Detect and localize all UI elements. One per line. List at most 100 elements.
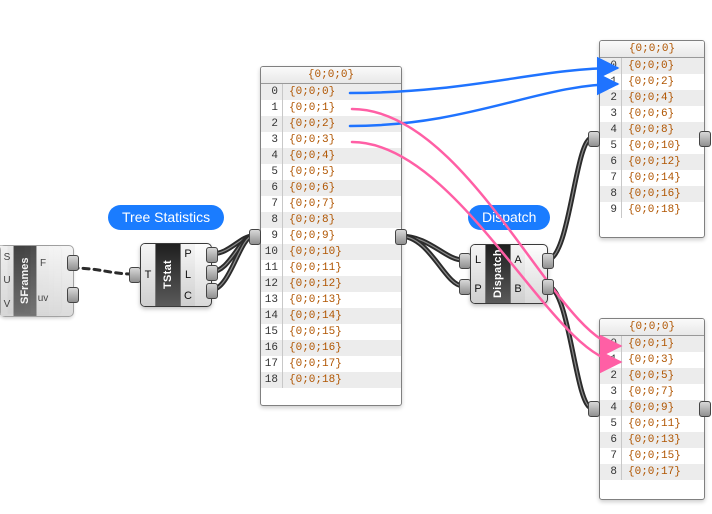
row-index: 1 bbox=[600, 352, 622, 368]
row-value: {0;0;0} bbox=[283, 84, 335, 100]
port-c-out[interactable]: C bbox=[181, 288, 195, 304]
table-row: 2{0;0;5} bbox=[600, 368, 704, 384]
dispatch-in-ports: L P bbox=[471, 245, 486, 303]
row-index: 12 bbox=[261, 276, 283, 292]
table-row: 6{0;0;12} bbox=[600, 154, 704, 170]
row-value: {0;0;12} bbox=[283, 276, 342, 292]
row-value: {0;0;11} bbox=[622, 416, 681, 432]
port-l-out[interactable]: L bbox=[181, 267, 195, 283]
table-row: 16{0;0;16} bbox=[261, 340, 401, 356]
row-value: {0;0;5} bbox=[622, 368, 674, 384]
port-grip[interactable] bbox=[542, 279, 554, 295]
row-index: 9 bbox=[261, 228, 283, 244]
port-t[interactable]: T bbox=[141, 267, 155, 283]
table-row: 5{0;0;5} bbox=[261, 164, 401, 180]
table-row: 6{0;0;13} bbox=[600, 432, 704, 448]
dispatch-component[interactable]: L P Dispatch A B bbox=[470, 244, 548, 304]
port-grip[interactable] bbox=[67, 255, 79, 271]
port-grip[interactable] bbox=[206, 283, 218, 299]
main-data-panel[interactable]: {0;0;0} 0{0;0;0}1{0;0;1}2{0;0;2}3{0;0;3}… bbox=[260, 66, 402, 406]
row-value: {0;0;18} bbox=[283, 372, 342, 388]
port-grip[interactable] bbox=[249, 229, 261, 245]
row-value: {0;0;14} bbox=[283, 308, 342, 324]
port-grip[interactable] bbox=[699, 131, 711, 147]
table-row: 9{0;0;18} bbox=[600, 202, 704, 218]
top-right-data-panel[interactable]: {0;0;0} 0{0;0;0}1{0;0;2}2{0;0;4}3{0;0;6}… bbox=[599, 40, 705, 238]
table-row: 15{0;0;15} bbox=[261, 324, 401, 340]
port-a[interactable]: A bbox=[511, 252, 525, 268]
row-index: 7 bbox=[261, 196, 283, 212]
port-grip[interactable] bbox=[129, 267, 141, 283]
tstat-out-ports: P L C bbox=[180, 244, 195, 306]
row-index: 10 bbox=[261, 244, 283, 260]
row-value: {0;0;4} bbox=[622, 90, 674, 106]
port-grip[interactable] bbox=[588, 131, 600, 147]
row-index: 6 bbox=[600, 432, 622, 448]
port-grip[interactable] bbox=[67, 287, 79, 303]
row-value: {0;0;2} bbox=[622, 74, 674, 90]
table-row: 8{0;0;16} bbox=[600, 186, 704, 202]
port-grip[interactable] bbox=[206, 265, 218, 281]
table-row: 3{0;0;6} bbox=[600, 106, 704, 122]
table-row: 1{0;0;3} bbox=[600, 352, 704, 368]
port-grip[interactable] bbox=[699, 401, 711, 417]
row-value: {0;0;8} bbox=[622, 122, 674, 138]
row-value: {0;0;10} bbox=[283, 244, 342, 260]
row-value: {0;0;15} bbox=[622, 448, 681, 464]
row-index: 3 bbox=[600, 106, 622, 122]
table-row: 2{0;0;4} bbox=[600, 90, 704, 106]
row-index: 0 bbox=[600, 336, 622, 352]
port-b[interactable]: B bbox=[511, 281, 525, 297]
row-value: {0;0;9} bbox=[283, 228, 335, 244]
table-row: 7{0;0;7} bbox=[261, 196, 401, 212]
port-grip[interactable] bbox=[588, 401, 600, 417]
row-value: {0;0;3} bbox=[622, 352, 674, 368]
table-row: 5{0;0;11} bbox=[600, 416, 704, 432]
panel-header: {0;0;0} bbox=[600, 319, 704, 336]
port-u[interactable]: U bbox=[1, 275, 13, 286]
row-value: {0;0;11} bbox=[283, 260, 342, 276]
table-row: 10{0;0;10} bbox=[261, 244, 401, 260]
table-row: 4{0;0;4} bbox=[261, 148, 401, 164]
port-p-in[interactable]: P bbox=[471, 281, 485, 297]
table-row: 13{0;0;13} bbox=[261, 292, 401, 308]
row-index: 2 bbox=[600, 90, 622, 106]
row-index: 2 bbox=[261, 116, 283, 132]
row-index: 16 bbox=[261, 340, 283, 356]
row-index: 14 bbox=[261, 308, 283, 324]
table-row: 0{0;0;0} bbox=[600, 58, 704, 74]
table-row: 0{0;0;0} bbox=[261, 84, 401, 100]
row-value: {0;0;3} bbox=[283, 132, 335, 148]
port-grip[interactable] bbox=[542, 253, 554, 269]
port-v[interactable]: V bbox=[1, 299, 13, 310]
dispatch-label: Dispatch bbox=[468, 205, 550, 230]
bottom-right-data-panel[interactable]: {0;0;0} 0{0;0;1}1{0;0;3}2{0;0;5}3{0;0;7}… bbox=[599, 318, 705, 500]
row-value: {0;0;10} bbox=[622, 138, 681, 154]
port-s[interactable]: S bbox=[1, 252, 13, 263]
port-f[interactable]: F bbox=[37, 258, 49, 269]
row-value: {0;0;1} bbox=[622, 336, 674, 352]
row-index: 1 bbox=[600, 74, 622, 90]
row-index: 8 bbox=[600, 186, 622, 202]
row-index: 0 bbox=[600, 58, 622, 74]
row-value: {0;0;13} bbox=[283, 292, 342, 308]
port-grip[interactable] bbox=[459, 253, 471, 269]
sframes-in-ports: S U V bbox=[1, 246, 14, 316]
row-index: 4 bbox=[600, 400, 622, 416]
port-grip[interactable] bbox=[459, 279, 471, 295]
port-grip[interactable] bbox=[395, 229, 407, 245]
table-row: 0{0;0;1} bbox=[600, 336, 704, 352]
port-uv[interactable]: uv bbox=[37, 293, 49, 304]
row-index: 3 bbox=[261, 132, 283, 148]
row-index: 5 bbox=[600, 416, 622, 432]
port-l-in[interactable]: L bbox=[471, 252, 485, 268]
row-value: {0;0;12} bbox=[622, 154, 681, 170]
table-row: 12{0;0;12} bbox=[261, 276, 401, 292]
row-index: 9 bbox=[600, 202, 622, 218]
row-value: {0;0;17} bbox=[622, 464, 681, 480]
panel-header: {0;0;0} bbox=[600, 41, 704, 58]
port-grip[interactable] bbox=[206, 247, 218, 263]
port-p-out[interactable]: P bbox=[181, 246, 195, 262]
table-row: 18{0;0;18} bbox=[261, 372, 401, 388]
tstat-component[interactable]: T TStat P L C bbox=[140, 243, 212, 307]
